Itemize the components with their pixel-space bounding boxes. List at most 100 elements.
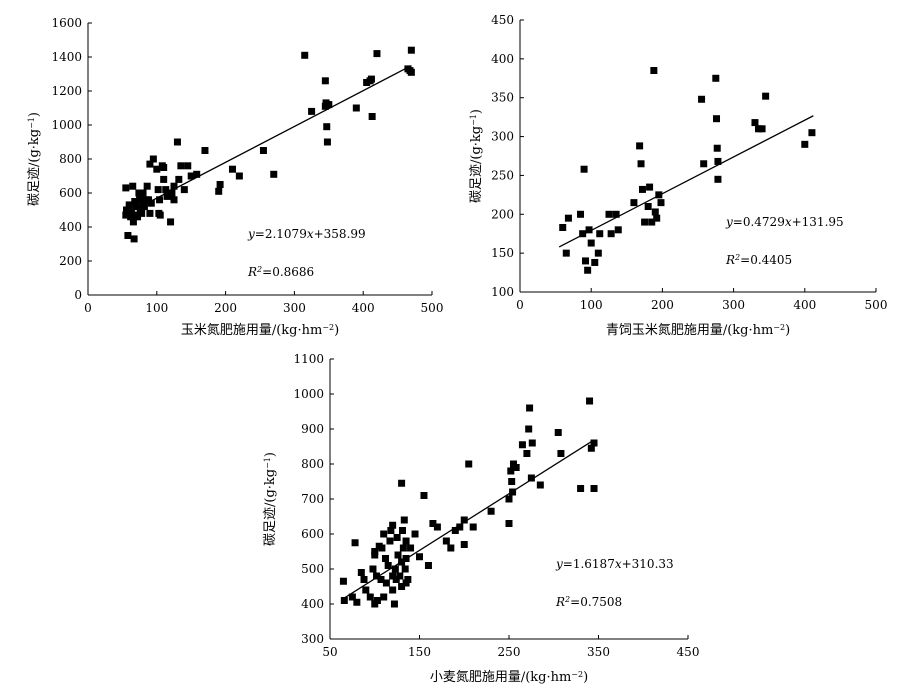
data-point (163, 192, 171, 200)
data-point (433, 523, 441, 531)
data-point (391, 565, 399, 573)
regression-line (125, 64, 412, 215)
data-point (587, 239, 595, 247)
data-point (130, 235, 138, 243)
data-point (122, 211, 130, 219)
x-axis-label: 小麦氮肥施用量/(kg·hm−2) (430, 670, 588, 686)
data-point (129, 182, 137, 190)
data-point (713, 115, 721, 123)
data-point (714, 157, 722, 165)
x-tick-label: 500 (865, 298, 888, 312)
data-point (325, 101, 333, 109)
data-point (131, 198, 139, 205)
data-point (507, 467, 515, 475)
data-point (653, 214, 661, 222)
data-point (270, 170, 278, 178)
data-point (367, 75, 375, 83)
data-point (147, 199, 155, 207)
data-point (585, 226, 593, 234)
chart-1: 0 200 400 600 800 1000 1200 1400 1600 0 100 200 300 4… (27, 16, 444, 338)
data-point (348, 593, 356, 601)
data-point (398, 583, 406, 590)
data-point (228, 165, 236, 173)
data-point (590, 439, 598, 447)
data-point (360, 576, 368, 583)
data-point (607, 230, 615, 238)
data-point (562, 249, 570, 257)
y-axis-label: 碳足迹/(g·kg−1) (263, 452, 279, 546)
data-point (138, 209, 146, 217)
data-point (596, 230, 604, 238)
data-point (712, 74, 720, 82)
data-point (393, 534, 401, 541)
data-point (384, 562, 392, 569)
y-tick-label: 400 (491, 52, 514, 66)
data-point (512, 464, 520, 471)
data-point (369, 565, 377, 573)
data-point (368, 113, 376, 120)
data-point (630, 199, 638, 207)
data-point (577, 485, 585, 492)
regression-equation: y=0.4729x+131.95 (725, 215, 844, 229)
data-point (398, 527, 406, 534)
data-point (201, 147, 209, 154)
x-tick-label: 300 (283, 301, 306, 315)
data-point (153, 165, 161, 173)
data-point (373, 572, 381, 580)
y-tick-label: 100 (491, 285, 514, 299)
data-point (400, 516, 408, 524)
data-point (394, 551, 402, 559)
data-point (637, 160, 645, 168)
data-point (301, 51, 309, 59)
data-point (536, 481, 544, 489)
data-point (187, 172, 195, 180)
data-point (525, 425, 533, 433)
data-point (614, 226, 622, 234)
regression-equation: y=2.1079x+358.99 (247, 227, 366, 241)
data-point (259, 147, 267, 154)
data-point (591, 258, 599, 266)
data-point (139, 189, 147, 197)
data-point (162, 186, 170, 194)
data-point (582, 257, 590, 265)
y-tick-label: 1000 (293, 387, 324, 401)
data-point (442, 537, 450, 545)
data-point (407, 46, 415, 54)
y-tick-label: 1200 (51, 84, 82, 98)
y-tick-label: 350 (491, 91, 514, 105)
y-tick-label: 500 (301, 562, 324, 576)
data-point (380, 530, 388, 538)
y-tick-label: 400 (301, 597, 324, 611)
data-point (353, 598, 361, 606)
data-point (380, 593, 388, 601)
data-point (122, 184, 130, 192)
data-point (644, 203, 652, 211)
data-point (193, 170, 201, 178)
x-tick-label: 150 (408, 645, 431, 659)
data-point (215, 187, 223, 195)
data-point (651, 208, 659, 216)
data-point (160, 164, 168, 171)
y-tick-label: 0 (74, 288, 82, 302)
data-point (396, 572, 404, 580)
data-point (216, 181, 224, 188)
y-tick-label: 300 (491, 130, 514, 144)
data-point (132, 203, 140, 211)
data-point (371, 551, 379, 559)
data-point (173, 138, 181, 146)
data-point (143, 182, 151, 190)
data-point (352, 104, 360, 112)
data-point (648, 218, 656, 226)
data-point (323, 123, 331, 131)
data-point (135, 189, 143, 197)
data-point (154, 186, 162, 194)
data-point (373, 50, 381, 58)
r-squared-label: R2=0.7508 (555, 595, 622, 610)
data-point (429, 520, 437, 527)
data-point (381, 555, 389, 562)
y-tick-label: 200 (59, 254, 82, 268)
data-point (321, 77, 329, 85)
data-point (801, 140, 809, 148)
